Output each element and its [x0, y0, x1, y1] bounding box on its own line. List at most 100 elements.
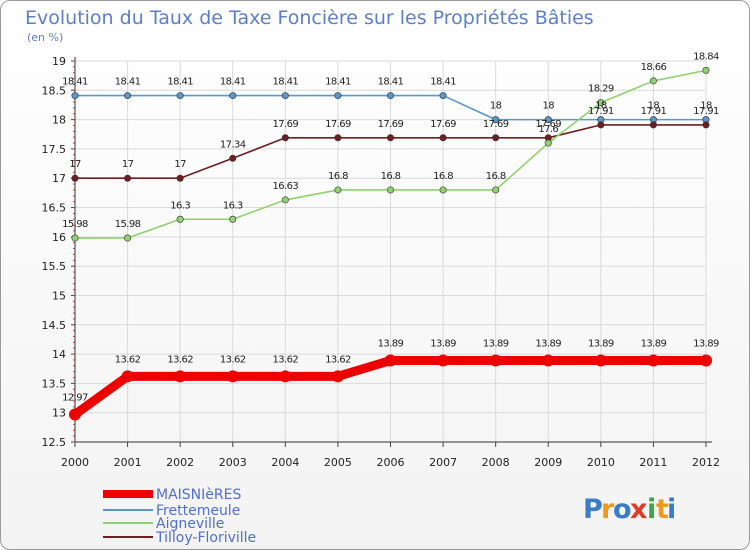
data-label: 13.89	[378, 339, 404, 350]
data-label: 17.69	[483, 119, 509, 130]
data-label: 18.41	[115, 77, 141, 88]
data-label: 17.91	[588, 106, 614, 117]
gridlines	[74, 60, 707, 443]
data-point	[384, 354, 397, 367]
data-label: 16.8	[433, 171, 453, 182]
data-point	[439, 186, 447, 194]
data-point	[702, 121, 710, 129]
data-point	[702, 66, 710, 74]
svg-text:i: i	[647, 494, 656, 525]
legend-label: MAISNIèRES	[156, 487, 241, 503]
x-tick-label: 2012	[692, 456, 720, 469]
data-label: 16.8	[486, 171, 506, 182]
x-tick-label: 2008	[482, 456, 510, 469]
data-label: 17	[69, 159, 81, 170]
x-tick-label: 2003	[219, 456, 247, 469]
data-point	[69, 408, 81, 421]
data-label: 17.91	[693, 106, 719, 117]
svg-text:x: x	[630, 494, 647, 525]
data-label: 17.91	[641, 106, 667, 117]
data-label: 17.69	[325, 119, 351, 130]
data-point	[700, 354, 712, 367]
data-label: 15.98	[115, 219, 141, 230]
data-point	[124, 92, 132, 100]
data-point	[226, 370, 239, 383]
data-point	[71, 92, 79, 100]
data-point	[649, 77, 657, 85]
chart-title: Evolution du Taux de Taxe Foncière sur l…	[25, 7, 594, 29]
series-group	[69, 66, 712, 421]
data-label: 15.98	[62, 219, 88, 230]
data-point	[386, 134, 394, 142]
data-point	[176, 92, 184, 100]
y-tick-label: 14	[52, 348, 66, 361]
y-tick-label: 13.5	[42, 377, 67, 390]
data-point	[597, 121, 605, 129]
x-tick-label: 2006	[377, 456, 405, 469]
x-tick-label: 2007	[429, 456, 457, 469]
data-label: 13.89	[588, 339, 614, 350]
data-label: 13.89	[641, 339, 667, 350]
data-label: 13.62	[167, 354, 193, 365]
data-label: 18.66	[641, 62, 667, 73]
data-label: 18	[700, 101, 712, 112]
x-tick-label: 2002	[166, 456, 194, 469]
data-point	[281, 134, 289, 142]
data-label: 18	[648, 101, 660, 112]
x-tick-label: 2004	[271, 456, 299, 469]
x-tick-label: 2005	[324, 456, 352, 469]
data-point	[492, 186, 500, 194]
axes: 12.51313.51414.51515.51616.51717.51818.5…	[42, 55, 721, 469]
data-label: 17.69	[378, 119, 404, 130]
data-point	[492, 134, 500, 142]
data-label: 18.41	[167, 77, 193, 88]
svg-text:i: i	[667, 494, 676, 525]
data-label: 18.41	[325, 77, 351, 88]
legend-label: Aigneville	[156, 516, 224, 532]
data-point	[71, 234, 79, 242]
proxiti-logo: P r o x i t i	[583, 494, 676, 525]
y-tick-label: 16	[52, 231, 66, 244]
data-label: 16.8	[328, 171, 348, 182]
data-label: 17	[174, 159, 186, 170]
data-point	[281, 92, 289, 100]
y-tick-label: 18	[52, 114, 66, 127]
data-label: 13.62	[115, 354, 141, 365]
data-point	[544, 139, 552, 147]
data-point	[229, 154, 237, 162]
data-label: 17	[122, 159, 134, 170]
x-tick-label: 2011	[639, 456, 667, 469]
svg-text:P: P	[583, 494, 603, 525]
data-point	[334, 134, 342, 142]
y-tick-label: 12.5	[42, 436, 67, 449]
x-tick-label: 2001	[114, 456, 142, 469]
data-point	[594, 354, 607, 367]
data-label: 13.62	[325, 354, 351, 365]
data-point	[229, 215, 237, 223]
data-point	[597, 99, 605, 107]
x-tick-label: 2009	[534, 456, 562, 469]
data-point	[647, 354, 660, 367]
data-label: 17.6	[538, 124, 558, 135]
svg-text:t: t	[656, 494, 669, 525]
data-label: 16.63	[273, 181, 299, 192]
data-label: 18.41	[378, 77, 404, 88]
data-point	[124, 234, 132, 242]
y-tick-label: 16.5	[42, 202, 67, 215]
data-label: 17.34	[220, 139, 246, 150]
data-point	[437, 354, 450, 367]
x-tick-label: 2000	[61, 456, 89, 469]
data-label: 16.3	[223, 200, 243, 211]
data-label: 13.89	[483, 339, 509, 350]
y-tick-label: 17	[52, 172, 66, 185]
y-tick-label: 14.5	[42, 319, 67, 332]
data-label: 18	[490, 101, 502, 112]
data-point	[71, 174, 79, 182]
data-point	[544, 116, 552, 124]
y-tick-label: 15	[52, 289, 66, 302]
data-label: 18.41	[62, 77, 88, 88]
legend: MAISNIèRESFrettemeuleAignevilleTilloy-Fl…	[103, 487, 256, 546]
data-label: 18	[542, 101, 554, 112]
data-label: 18	[595, 101, 607, 112]
